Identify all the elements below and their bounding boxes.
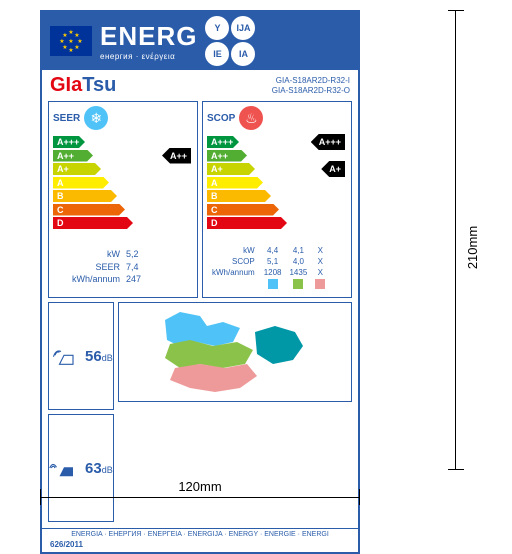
badge: Y: [205, 16, 229, 40]
model-numbers: GIA-S18AR2D-R32-I GIA-S18AR2D-R32-O: [272, 76, 350, 95]
europe-map: [118, 302, 352, 402]
eu-flag-icon: [50, 26, 92, 56]
indoor-sound-icon: [49, 344, 79, 368]
scop-label: SCOP: [207, 113, 235, 124]
seer-label: SEER: [53, 113, 80, 124]
header-badges: Y IJA IE IA: [205, 16, 259, 66]
scop-specs: kW4,44,1X SCOP5,14,0X kWh/annum12081435X: [207, 244, 330, 293]
badge: IJA: [231, 16, 255, 40]
scop-column: SCOP ♨ A+++A++A+ABCDA+++A+ kW4,44,1X SCO…: [202, 101, 352, 298]
seer-rating-bars: A+++A++A+ABCDA++: [53, 136, 193, 244]
seer-specs: kW5,2 SEER7,4 kWh/annum247: [53, 248, 193, 286]
header: ENERG енергия · ενέργεια Y IJA IE IA: [42, 12, 358, 70]
header-title: ENERG: [100, 21, 197, 52]
heating-icon: ♨: [239, 106, 263, 130]
cooling-icon: ❄: [84, 106, 108, 130]
badge: IE: [205, 42, 229, 66]
header-subtitle: енергия · ενέργεια: [100, 52, 197, 61]
energy-label: ENERG енергия · ενέργεια Y IJA IE IA GIa…: [40, 10, 360, 554]
seer-column: SEER ❄ A+++A++A+ABCDA++ kW5,2 SEER7,4 kW…: [48, 101, 198, 298]
brand-logo: GIaTsu: [50, 74, 116, 97]
footer-text: ENERGIA · ЕНЕРГИЯ · ΕΝΕΡΓΕΙΑ · ENERGIJA …: [42, 528, 358, 540]
scop-rating-bars: A+++A++A+ABCDA+++A+: [207, 136, 347, 244]
outdoor-sound-icon: [49, 456, 79, 480]
regulation: 626/2011: [42, 540, 358, 552]
indoor-sound: 56dB: [48, 302, 114, 410]
dimension-height: 210mm: [444, 10, 464, 470]
dimension-width: 120mm: [40, 487, 360, 507]
badge: IA: [231, 42, 255, 66]
